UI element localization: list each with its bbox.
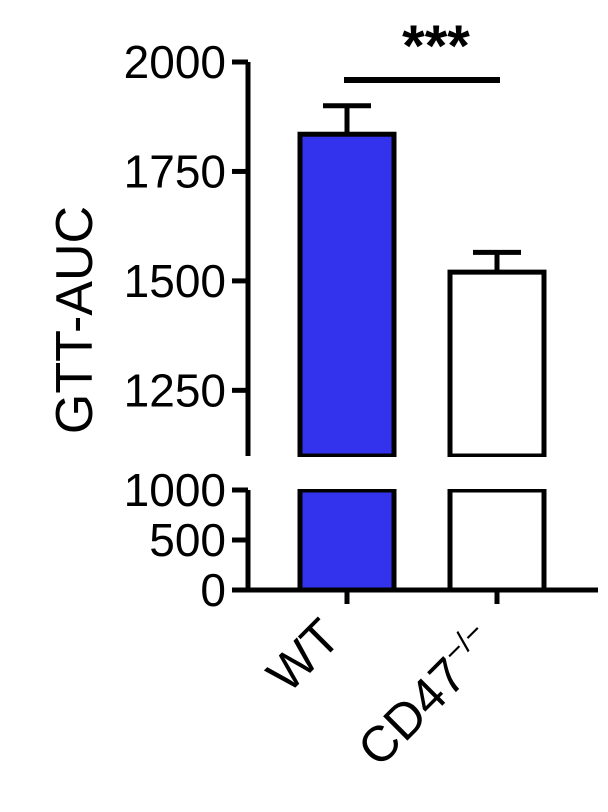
y-axis-label: GTT-AUC	[46, 206, 104, 434]
axis-break-gap	[444, 457, 550, 489]
bar-lower-segment	[297, 487, 397, 593]
x-category-label: WT	[256, 608, 351, 703]
y-tick-label: 500	[149, 514, 226, 566]
y-tick-label: 1750	[124, 145, 226, 197]
y-tick-label: 2000	[124, 36, 226, 88]
bar-upper-segment	[297, 131, 397, 459]
bar-lower-segment	[447, 487, 547, 593]
bars-layer	[294, 103, 550, 593]
y-axis-title: GTT-AUC	[46, 206, 104, 434]
significance-stars: ***	[402, 14, 470, 79]
x-category-label: CD47−/−	[346, 615, 507, 776]
y-tick-label: 1500	[124, 255, 226, 307]
axis-break-gap	[294, 457, 400, 489]
significance-annotation: ***	[344, 14, 500, 83]
bar-upper-segment	[447, 269, 547, 459]
y-tick-label: 0	[200, 564, 226, 616]
y-tick-label: 1000	[124, 464, 226, 516]
y-tick-label: 1250	[124, 364, 226, 416]
